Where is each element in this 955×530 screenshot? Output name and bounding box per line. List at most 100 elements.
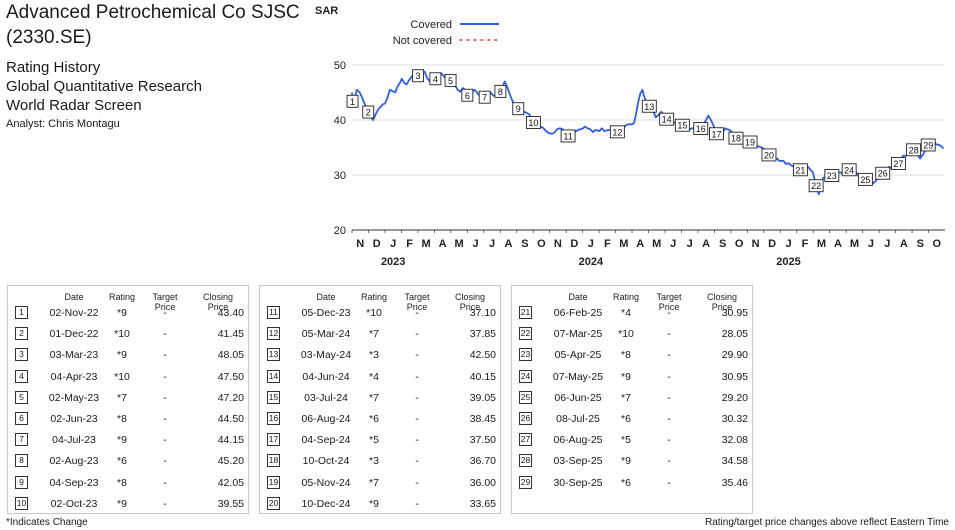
cell-rating: *5: [621, 434, 631, 447]
x-tick-label-month: A: [505, 238, 513, 250]
cell-target: -: [415, 455, 419, 468]
table-row: 26 08-Jul-25 *6 - 30.32: [512, 408, 752, 430]
table-row: 5 02-May-23 *7 - 47.20: [8, 387, 248, 409]
table-row: 20 10-Dec-24 *9 - 33.65: [260, 493, 500, 515]
rating-marker-label: 10: [528, 118, 538, 128]
footnote-change: *Indicates Change: [6, 517, 88, 528]
cell-date: 04-Sep-24: [301, 434, 351, 447]
row-number-badge: 6: [15, 412, 28, 425]
table-row: 13 03-May-24 *3 - 42.50: [260, 344, 500, 366]
row-number-badge: 5: [15, 390, 28, 404]
rating-marker-label: 28: [909, 145, 919, 155]
subtitle-research: Global Quantitative Research: [6, 78, 202, 95]
rating-marker: [841, 163, 857, 177]
cell-rating: *3: [369, 455, 379, 468]
rating-marker: [412, 69, 425, 83]
y-tick-label: 50: [334, 60, 346, 72]
row-number-badge: 3: [15, 348, 28, 362]
table-row: 18 10-Oct-24 *3 - 36.70: [260, 450, 500, 472]
cell-date: 04-Jun-24: [302, 370, 350, 383]
rating-marker: [693, 122, 709, 135]
cell-close: 30.32: [721, 413, 748, 425]
row-number-badge: 4: [15, 369, 28, 383]
cell-target: -: [667, 328, 671, 341]
analyst-name: Analyst: Chris Montagu: [6, 118, 120, 130]
table-row: 22 07-Mar-25 *10 - 28.05: [512, 323, 752, 345]
cell-rating: *9: [621, 370, 631, 383]
rating-marker: [792, 163, 808, 177]
rating-marker: [875, 166, 891, 180]
cell-target: -: [415, 328, 419, 341]
cell-close: 36.00: [469, 476, 496, 489]
row-number-badge: 15: [267, 390, 280, 404]
row-number-badge: 29: [519, 475, 532, 489]
x-tick-label-month: M: [817, 238, 826, 250]
cell-rating: *9: [117, 434, 127, 447]
row-number-badge: 13: [267, 348, 280, 362]
table-row: 24 07-May-25 *9 - 30.95: [512, 366, 752, 388]
table-row: 12 05-Mar-24 *7 - 37.85: [260, 323, 500, 345]
column-header-target: Target Price: [656, 292, 682, 312]
rating-marker-label: 7: [482, 93, 487, 103]
legend-label: Not covered: [393, 35, 452, 47]
cell-close: 39.05: [469, 391, 496, 404]
cell-target: -: [163, 455, 167, 468]
x-tick-label-year: 2025: [776, 256, 800, 268]
x-tick-label-month: F: [604, 238, 611, 250]
x-tick-label-month: S: [917, 238, 924, 250]
cell-rating: *10: [618, 328, 634, 341]
row-number-badge: 17: [267, 433, 280, 447]
cell-date: 30-Sep-25: [553, 476, 603, 489]
cell-date: 03-May-24: [300, 349, 352, 362]
cell-rating: *6: [117, 455, 127, 468]
subtitle-screen: World Radar Screen: [6, 97, 142, 114]
row-number-badge: 27: [519, 433, 532, 447]
cell-date: 10-Oct-24: [302, 455, 350, 468]
cell-target: -: [163, 307, 167, 319]
table-row: 9 04-Sep-23 *8 - 42.05: [8, 472, 248, 494]
subtitle-rating-history: Rating History: [6, 59, 101, 76]
rating-marker-label: 21: [795, 165, 805, 175]
cell-rating: *7: [369, 328, 379, 341]
rating-marker-label: 19: [745, 138, 755, 148]
cell-rating: *4: [621, 307, 631, 319]
cell-date: 05-Dec-23: [301, 307, 351, 319]
rating-marker: [478, 90, 491, 104]
report-header: Advanced Petrochemical Co SJSC (2330.SE)…: [6, 0, 300, 132]
cell-target: -: [667, 391, 671, 404]
cell-rating: *3: [369, 349, 379, 362]
cell-rating: *8: [117, 413, 127, 425]
rating-marker-label: 27: [893, 159, 903, 169]
x-tick-label-month: A: [702, 238, 710, 250]
row-number-badge: 22: [519, 327, 532, 341]
cell-rating: *6: [369, 413, 379, 425]
rating-marker-label: 16: [696, 124, 706, 134]
cell-date: 06-Aug-25: [553, 434, 603, 447]
cell-target: -: [163, 434, 167, 447]
row-number-badge: 16: [267, 412, 280, 425]
cell-close: 38.45: [469, 413, 496, 425]
cell-date: 02-Jun-23: [50, 413, 98, 425]
cell-close: 29.20: [721, 391, 748, 404]
cell-rating: *9: [117, 349, 127, 362]
cell-date: 02-Oct-23: [50, 497, 98, 510]
x-tick-label-month: A: [900, 238, 908, 250]
rating-marker: [512, 102, 525, 116]
cell-target: -: [415, 434, 419, 447]
x-tick-label-year: 2023: [381, 256, 405, 268]
cell-rating: *8: [117, 476, 127, 489]
x-tick-label-year: 2024: [579, 256, 604, 268]
table-row: 2 01-Dec-22 *10 - 41.45: [8, 323, 248, 345]
cell-close: 35.46: [721, 476, 748, 489]
cell-target: -: [415, 370, 419, 383]
cell-close: 45.20: [217, 455, 244, 468]
y-tick-label: 30: [334, 170, 346, 182]
cell-close: 47.20: [217, 391, 244, 404]
rating-marker-label: 4: [433, 74, 438, 84]
x-tick-label-month: A: [439, 238, 447, 250]
rating-marker-label: 13: [644, 102, 654, 112]
cell-rating: *5: [369, 434, 379, 447]
table-row: 23 05-Apr-25 *8 - 29.90: [512, 344, 752, 366]
row-number-badge: 14: [267, 369, 280, 383]
table-row: 21 06-Feb-25 *4 - 30.95: [512, 302, 752, 324]
